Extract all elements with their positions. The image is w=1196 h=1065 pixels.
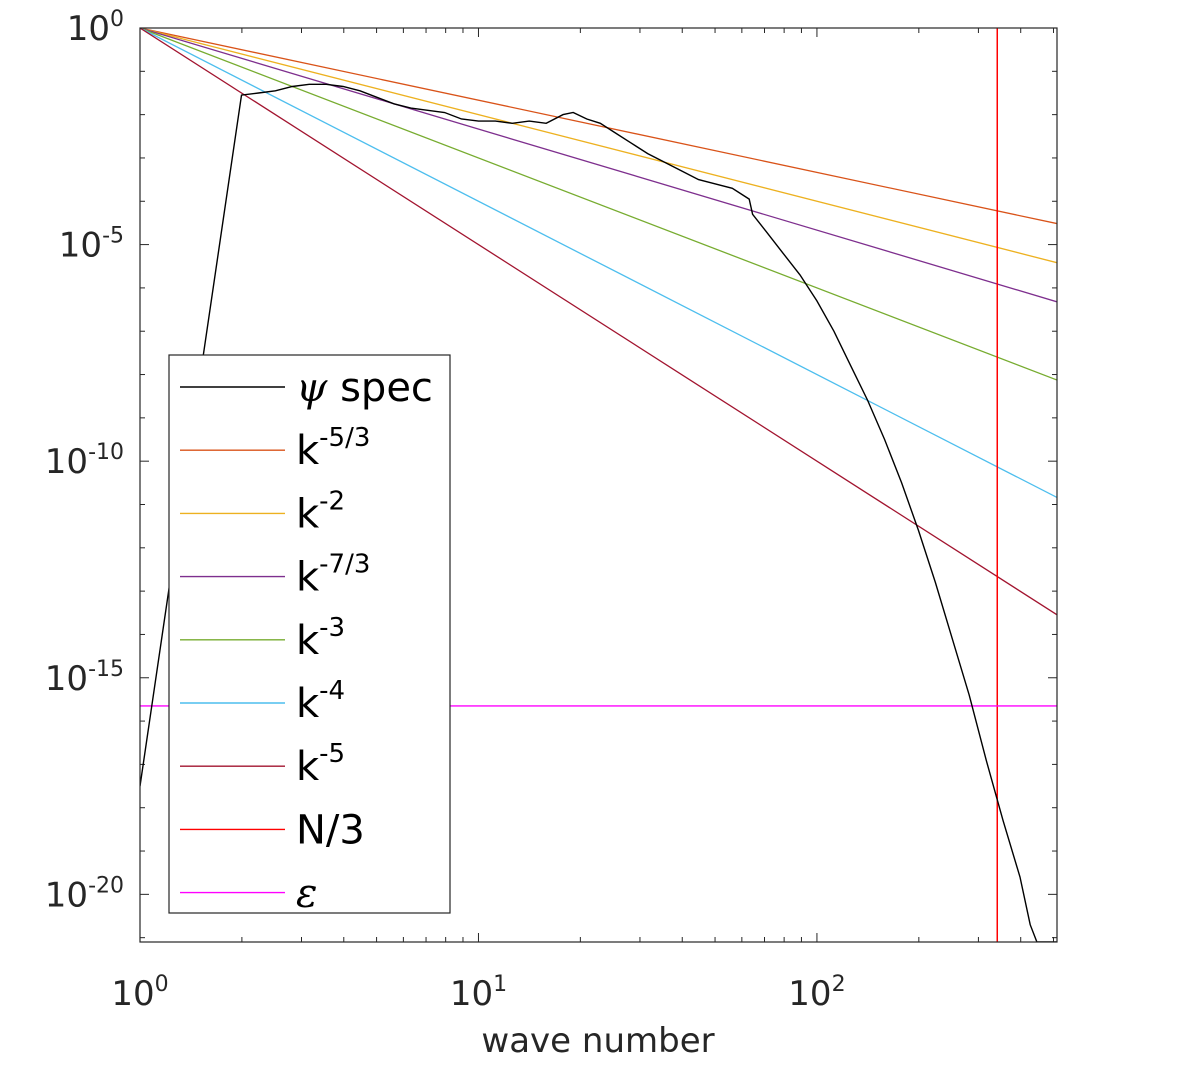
y-tick-label: 10-10 [45, 440, 124, 482]
line-psi-spectrum [140, 83, 1057, 942]
legend: ψ spec k-5/3 k-2 k-7/3 k-3 k-4 k-5 N/3 ε [168, 354, 451, 917]
legend-label: k-4 [296, 676, 345, 727]
x-tick-label: 101 [450, 972, 507, 1014]
legend-label: ε [296, 871, 317, 917]
line-series-k-7-3 [140, 28, 1057, 303]
legend-label: N/3 [296, 807, 365, 853]
legend-label: ψ spec [296, 365, 433, 411]
y-tick-label: 10-15 [45, 657, 124, 699]
axis-ticks [139, 27, 1057, 942]
y-tick-label: 10-5 [59, 224, 124, 266]
legend-box [168, 354, 451, 914]
legend-label: k-5/3 [296, 423, 370, 474]
legend-label: k-5 [296, 739, 345, 790]
x-tick-labels: 100 101 102 [111, 972, 845, 1014]
y-tick-label: 10-20 [45, 873, 124, 915]
x-axis-title: wave number [481, 1021, 714, 1061]
y-tick-labels: 100 10-5 10-10 10-15 10-20 [45, 7, 124, 915]
plot-frame [139, 27, 1058, 943]
line-series-k-3 [140, 28, 1057, 381]
legend-label: k-2 [296, 486, 345, 537]
line-series-k-2 [140, 28, 1057, 264]
line-series-k-5 [140, 28, 1057, 616]
x-tick-label: 102 [788, 972, 845, 1014]
x-tick-label: 100 [111, 972, 168, 1014]
series-layer [140, 28, 1057, 942]
line-series-k-4 [140, 28, 1057, 499]
legend-label: k-3 [296, 613, 345, 664]
y-tick-label: 100 [67, 7, 124, 49]
legend-label: k-7/3 [296, 550, 370, 601]
line-series-k-5-3 [140, 28, 1057, 225]
